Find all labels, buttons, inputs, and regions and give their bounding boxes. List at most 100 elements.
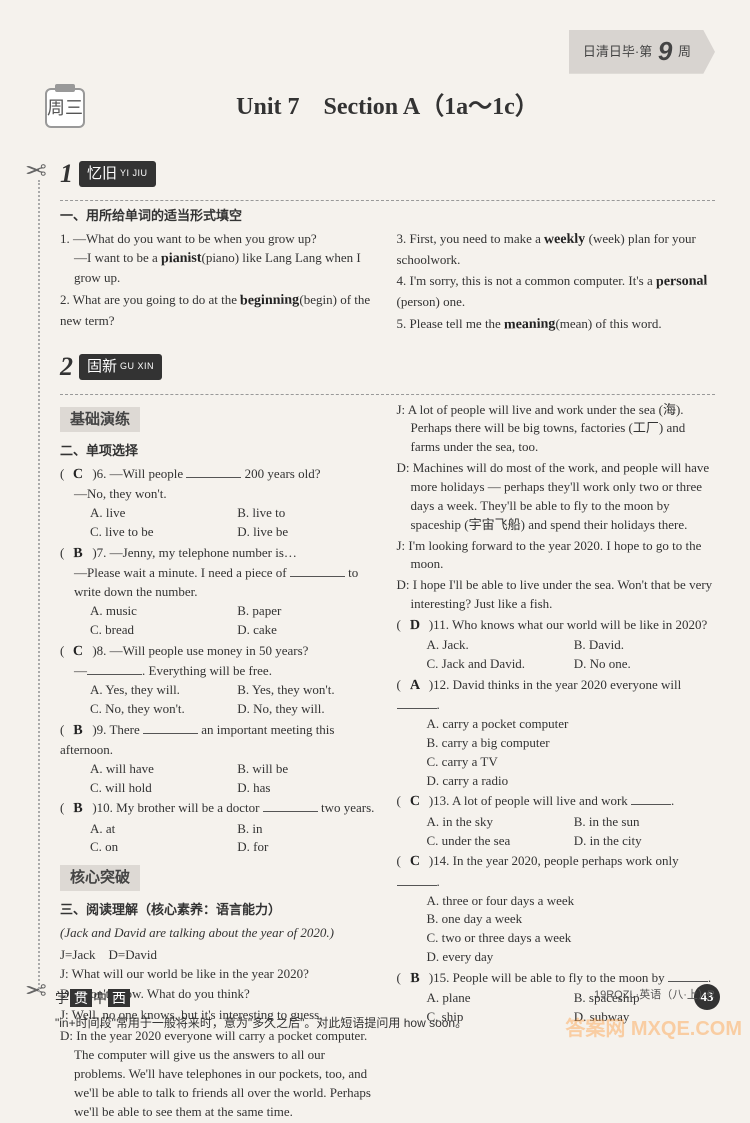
footer-logo: 学贯中西 [55,988,131,1008]
pill-pinyin: YI JIU [120,167,148,180]
footer-code: 19RQZL·英语（八·上）·R [594,988,715,1004]
mcq-option: D. for [237,838,378,857]
pill-pinyin: GU XIN [120,360,154,373]
mcq-item: (C)14. In the year 2020, people perhaps … [397,852,716,967]
watermark: 答案网 MXQE.COM [565,1015,742,1044]
mcq-option: D. No one. [574,655,715,674]
week-ribbon: 日清日毕·第 9 周 [569,30,715,74]
dialog-line: D: Machines will do most of the work, an… [397,459,716,534]
instruction-3: 三、阅读理解（核心素养：语言能力） [60,901,379,920]
mcq-option: B. carry a big computer [427,734,716,753]
cut-line [38,180,40,992]
mcq-option: D. has [237,779,378,798]
mcq-option: C. will hold [90,779,231,798]
logo-char: 中 [93,990,107,1006]
mcq-option: B. one day a week [427,910,716,929]
handwritten-answer: C [64,465,92,486]
handwritten-answer: C [401,852,429,873]
mcq-left: (C)6. —Will people 200 years old?—No, th… [60,465,379,857]
mcq-option: A. carry a pocket computer [427,715,716,734]
dialog-line: J: A lot of people will live and work un… [397,401,716,458]
mcq-option: D. No, they will. [237,700,378,719]
dialog-line: J: What will our world be like in the ye… [60,965,379,984]
mcq-item: (C)6. —Will people 200 years old?—No, th… [60,465,379,542]
section-number: 1 [60,155,73,193]
mcq-option: B. Yes, they won't. [237,681,378,700]
instruction-2: 二、单项选择 [60,442,379,461]
mcq-item: (C)8. —Will people use money in 50 years… [60,642,379,719]
mcq-item: (B)9. There an important meeting this af… [60,721,379,798]
divider [60,394,715,395]
fill-question: 2. What are you going to do at the begin… [60,291,379,330]
mcq-option: D. live be [237,523,378,542]
dialog-right: J: A lot of people will live and work un… [397,401,716,614]
section-pill: 固新 GU XIN [79,354,162,380]
reading-intro: (Jack and David are talking about the ye… [60,924,379,943]
section-number: 2 [60,348,73,386]
handwritten-answer: personal [656,272,708,293]
section-pill: 忆旧 YI JIU [79,161,156,187]
handwritten-answer: B [64,544,92,565]
col-right: 3. First, you need to make a weekly (wee… [397,230,716,338]
handwritten-answer: meaning [504,314,556,335]
handwritten-answer: A [401,676,429,697]
mcq-option: B. live to [237,504,378,523]
pill-cn: 固新 [87,356,117,378]
ribbon-suffix: 周 [678,44,691,59]
mcq-option: C. Jack and David. [427,655,568,674]
mcq-option: C. two or three days a week [427,929,716,948]
mcq-option: B. in the sun [574,813,715,832]
mcq-item: (B)10. My brother will be a doctor two y… [60,799,379,857]
mcq-item: (A)12. David thinks in the year 2020 eve… [397,676,716,791]
dialog-line: D: I hope I'll be able to live under the… [397,576,716,614]
section-2-header: 2 固新 GU XIN [60,348,715,386]
fill-question: 5. Please tell me the meaning(mean) of t… [397,315,716,335]
mcq-item: (B)7. —Jenny, my telephone number is…—Pl… [60,544,379,640]
mcq-option: A. music [90,602,231,621]
handwritten-answer: B [64,799,92,820]
fill-question: 3. First, you need to make a weekly (wee… [397,230,716,269]
mcq-option: D. cake [237,621,378,640]
reading-key: J=Jack D=David [60,946,379,965]
mcq-option: D. in the city [574,832,715,851]
day-label: 周三 [47,95,83,121]
mcq-item: (D)11. Who knows what our world will be … [397,616,716,674]
handwritten-answer: B [64,720,92,741]
divider [60,200,715,201]
handwritten-answer: beginning [240,291,299,312]
mcq-option: C. live to be [90,523,231,542]
mcq-option: B. paper [237,602,378,621]
fill-question: 4. I'm sorry, this is not a common compu… [397,272,716,311]
handwritten-answer: pianist [161,249,202,270]
mcq-item: (C)13. A lot of people will live and wor… [397,792,716,850]
handwritten-answer: weekly [544,230,586,251]
dialog-line: D: In the year 2020 everyone will carry … [60,1027,379,1121]
scissors-icon: ✂ [25,970,47,1008]
mcq-option: D. carry a radio [427,772,716,791]
mcq-option: C. No, they won't. [90,700,231,719]
mcq-option: D. every day [427,948,716,967]
mcq-option: A. Yes, they will. [90,681,231,700]
scissors-icon: ✂ [25,150,47,188]
mcq-option: A. will have [90,760,231,779]
logo-char: 贯 [70,989,92,1007]
mcq-option: A. three or four days a week [427,892,716,911]
pill-cn: 忆旧 [87,163,117,185]
fill-question: 1. —What do you want to be when you grow… [60,230,379,288]
logo-char: 学 [55,990,69,1006]
mcq-option: B. in [237,820,378,839]
mcq-right: (D)11. Who knows what our world will be … [397,616,716,1027]
mcq-option: A. in the sky [427,813,568,832]
mcq-option: C. on [90,838,231,857]
ribbon-prefix: 日清日毕·第 [583,44,652,59]
instruction-1: 一、用所给单词的适当形式填空 [60,207,715,226]
mcq-option: B. will be [237,760,378,779]
mcq-option: C. bread [90,621,231,640]
mcq-option: A. at [90,820,231,839]
mcq-option: B. David. [574,636,715,655]
logo-char: 西 [108,989,130,1007]
day-badge: 周三 [45,88,85,128]
unit-title: Unit 7 Section A（1a～1c） [60,90,715,125]
col-left: 1. —What do you want to be when you grow… [60,230,379,338]
dialog-line: J: I'm looking forward to the year 2020.… [397,537,716,575]
